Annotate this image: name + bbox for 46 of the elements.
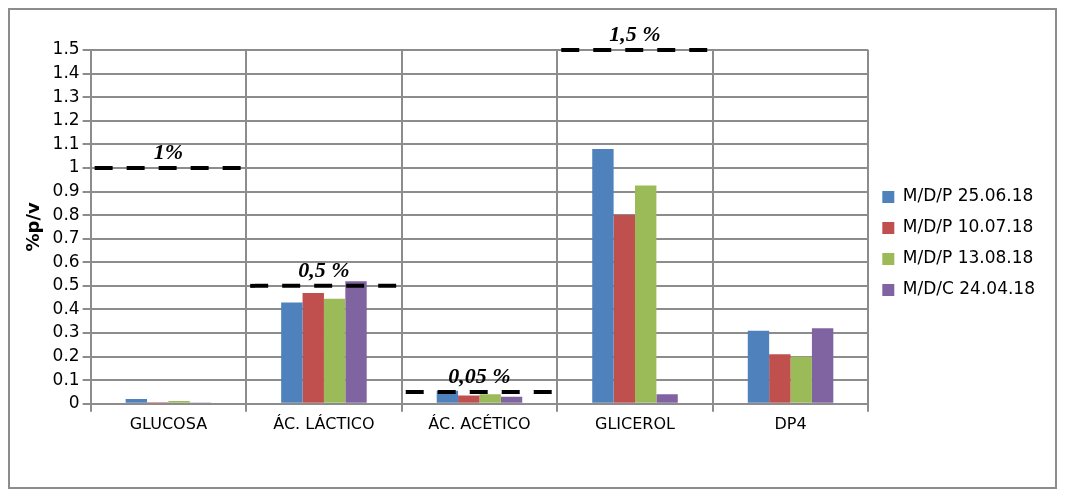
y-tick-label: 0.8 bbox=[52, 203, 80, 224]
bar bbox=[635, 185, 657, 403]
bar bbox=[811, 328, 834, 403]
bar bbox=[302, 292, 324, 403]
legend-label: M/D/P 13.08.18 bbox=[902, 247, 1034, 268]
ref-line-label: 0,05 % bbox=[448, 362, 511, 388]
y-tick-label: 1.5 bbox=[52, 38, 80, 59]
ref-line-label: 0,5 % bbox=[298, 256, 350, 282]
y-tick-label: 0.9 bbox=[52, 179, 80, 200]
bar bbox=[613, 215, 636, 403]
bar bbox=[747, 330, 770, 403]
y-tick-label: 0.6 bbox=[52, 250, 80, 271]
ref-line-label: 1,5 % bbox=[609, 20, 661, 46]
x-tick-label: GLICEROL bbox=[595, 413, 676, 433]
x-tick-label: GLUCOSA bbox=[129, 413, 208, 433]
y-tick-label: 0.5 bbox=[52, 274, 80, 295]
y-tick-label: 0.7 bbox=[52, 227, 80, 248]
bar bbox=[125, 399, 148, 403]
y-tick-label: 0.4 bbox=[52, 297, 80, 318]
bar bbox=[500, 396, 523, 403]
bar bbox=[769, 354, 791, 403]
y-tick-label: 0.3 bbox=[52, 321, 80, 342]
y-tick-label: 1.3 bbox=[52, 85, 80, 106]
legend-label: M/D/P 10.07.18 bbox=[902, 216, 1034, 237]
x-tick-label: ÁC. LÁCTICO bbox=[273, 413, 375, 433]
y-tick-label: 1.2 bbox=[52, 109, 80, 130]
bar bbox=[479, 394, 501, 403]
y-tick-label: 0 bbox=[68, 392, 80, 413]
bar bbox=[790, 356, 812, 403]
y-tick-label: 1.1 bbox=[52, 132, 80, 153]
y-tick-label: 1 bbox=[68, 156, 80, 177]
ref-line-label: 1% bbox=[153, 138, 184, 164]
bar bbox=[323, 298, 346, 403]
bar bbox=[592, 149, 614, 403]
x-tick-label: ÁC. ACÉTICO bbox=[428, 413, 531, 433]
bar bbox=[458, 395, 480, 403]
legend-label: M/D/P 25.06.18 bbox=[902, 185, 1034, 206]
bar bbox=[656, 394, 678, 403]
y-axis-title: %p/v bbox=[22, 202, 44, 252]
bar bbox=[281, 302, 303, 403]
y-tick-label: 1.4 bbox=[52, 62, 80, 83]
y-tick-label: 0.2 bbox=[52, 345, 80, 366]
x-tick-label: DP4 bbox=[774, 413, 807, 433]
bar bbox=[345, 281, 367, 403]
y-tick-label: 0.1 bbox=[52, 368, 80, 389]
legend-label: M/D/C 24.04.18 bbox=[902, 278, 1036, 299]
